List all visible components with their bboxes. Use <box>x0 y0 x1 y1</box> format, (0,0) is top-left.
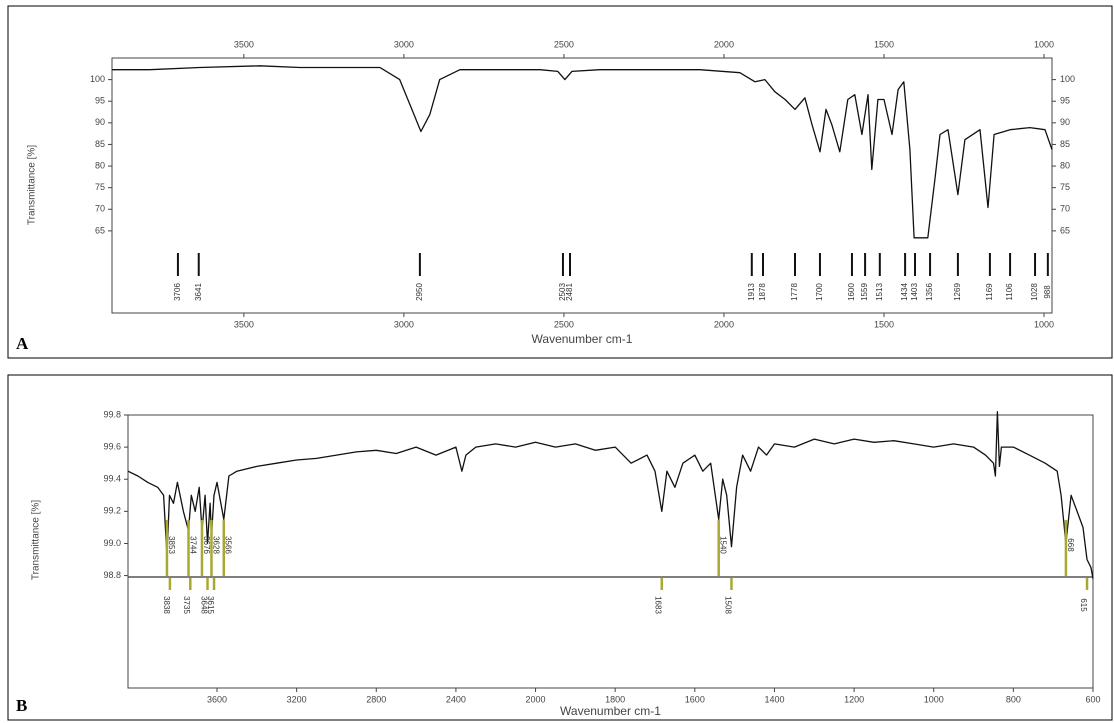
y-tick-label: 85 <box>95 139 105 149</box>
x-tick-label: 1000 <box>924 694 944 704</box>
x-axis-title: Wavenumber cm-1 <box>560 704 661 718</box>
peak-label: 1913 <box>747 283 756 301</box>
x-axis-title: Wavenumber cm-1 <box>532 332 633 346</box>
x-tick-label: 1000 <box>1034 319 1054 329</box>
x-tick-label: 3200 <box>287 694 307 704</box>
peak-label: 1508 <box>723 596 732 614</box>
y-tick-label: 90 <box>1060 117 1070 127</box>
spectrum-line <box>127 411 1094 579</box>
peak-label: 3676 <box>202 536 211 554</box>
x-tick-label: 1400 <box>764 694 784 704</box>
y-tick-label: 70 <box>95 204 105 214</box>
x-tick-label: 1800 <box>605 694 625 704</box>
y-axis-title: Transmittance [%] <box>27 145 38 225</box>
peak-label: 988 <box>1043 285 1052 299</box>
peak-label: 2503 <box>558 283 567 301</box>
peak-label: 3615 <box>206 596 215 614</box>
x-tick-label: 1200 <box>844 694 864 704</box>
x-tick-label: 3000 <box>394 39 414 49</box>
plot-frame <box>127 414 1094 689</box>
y-tick-label: 99.0 <box>103 538 121 548</box>
peak-label: 3735 <box>182 596 191 614</box>
y-tick-label: 95 <box>1060 96 1070 106</box>
x-tick-label: 3500 <box>234 39 254 49</box>
x-tick-label: 2500 <box>554 39 574 49</box>
x-tick-label: 2500 <box>554 319 574 329</box>
y-tick-label: 100 <box>1060 74 1075 84</box>
y-tick-label: 75 <box>95 182 105 192</box>
x-tick-label: 600 <box>1085 694 1100 704</box>
panel-frame <box>7 5 1113 359</box>
y-tick-label: 95 <box>95 96 105 106</box>
peak-label: 1403 <box>910 283 919 301</box>
x-tick-label: 1000 <box>1034 39 1054 49</box>
x-tick-label: 1500 <box>874 39 894 49</box>
peak-label: 3641 <box>194 283 203 301</box>
x-tick-label: 1600 <box>685 694 705 704</box>
y-tick-label: 99.8 <box>103 409 121 419</box>
peak-label: 1028 <box>1030 283 1039 301</box>
peak-label: 3566 <box>224 536 233 554</box>
peak-label: 1878 <box>758 283 767 301</box>
x-tick-label: 2000 <box>526 694 546 704</box>
y-tick-label: 98.8 <box>103 570 121 580</box>
x-tick-label: 1500 <box>874 319 894 329</box>
panel-frame <box>7 374 1113 721</box>
peak-label: 1434 <box>900 283 909 301</box>
peak-label: 3838 <box>162 596 171 614</box>
y-tick-label: 80 <box>95 160 105 170</box>
y-tick-label: 85 <box>1060 139 1070 149</box>
y-tick-label: 70 <box>1060 204 1070 214</box>
x-tick-label: 2000 <box>714 319 734 329</box>
spectrum-line <box>112 65 1053 239</box>
y-tick-label: 65 <box>1060 225 1070 235</box>
x-tick-label: 2400 <box>446 694 466 704</box>
peak-label: 3744 <box>188 536 197 554</box>
x-tick-label: 2800 <box>366 694 386 704</box>
x-tick-label: 3600 <box>207 694 227 704</box>
y-tick-label: 99.6 <box>103 441 121 451</box>
y-tick-label: 99.2 <box>103 506 121 516</box>
peak-label: 2950 <box>415 283 424 301</box>
plot-frame <box>111 57 1053 314</box>
y-tick-label: 75 <box>1060 182 1070 192</box>
peak-label: 2481 <box>565 283 574 301</box>
peak-label: 3706 <box>173 283 182 301</box>
peak-label: 1559 <box>860 283 869 301</box>
x-tick-label: 800 <box>1006 694 1021 704</box>
peak-label: 1269 <box>953 283 962 301</box>
peak-label: 1169 <box>985 283 994 301</box>
peak-label: 3853 <box>167 536 176 554</box>
peak-label: 3648 <box>199 596 208 614</box>
peak-label: 3628 <box>211 536 220 554</box>
peak-label: 1540 <box>719 536 728 554</box>
y-tick-label: 90 <box>95 117 105 127</box>
peak-label: 1700 <box>815 283 824 301</box>
y-tick-label: 65 <box>95 225 105 235</box>
peak-label: 1600 <box>847 283 856 301</box>
panel-label: A <box>16 334 29 353</box>
x-tick-label: 2000 <box>714 39 734 49</box>
panel-label: B <box>16 696 27 715</box>
y-tick-label: 100 <box>90 74 105 84</box>
peak-label: 615 <box>1079 598 1088 612</box>
peak-label: 1683 <box>654 596 663 614</box>
peak-label: 1356 <box>925 283 934 301</box>
peak-label: 1778 <box>790 283 799 301</box>
y-tick-label: 80 <box>1060 160 1070 170</box>
y-axis-title: Transmittance [%] <box>31 500 42 580</box>
peak-label: 668 <box>1066 538 1075 552</box>
x-tick-label: 3500 <box>234 319 254 329</box>
y-tick-label: 99.4 <box>103 474 121 484</box>
x-tick-label: 3000 <box>394 319 414 329</box>
peak-label: 1106 <box>1005 283 1014 301</box>
peak-label: 1513 <box>875 283 884 301</box>
